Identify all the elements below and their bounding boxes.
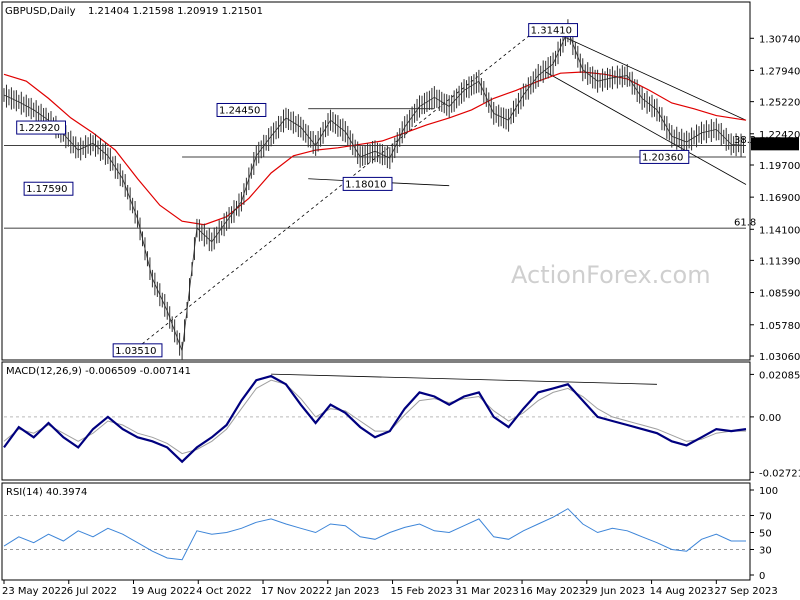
x-tick-label: 14 Aug 2023 xyxy=(650,586,714,597)
symbol-header: GBPUSD,Daily xyxy=(5,6,76,17)
price-annotation: 1.31410 xyxy=(531,26,572,37)
rsi-y-tick-label: 100 xyxy=(759,486,778,497)
rsi-panel: 100 70 50 30 0 xyxy=(3,486,778,582)
main-y-tick-label: 1.30740 xyxy=(759,34,800,45)
trend-line xyxy=(545,28,747,121)
x-tick-label: 27 Sep 2023 xyxy=(714,586,777,597)
trend-line xyxy=(545,71,747,185)
rsi-y-tick-label: 30 xyxy=(759,546,772,557)
ohlc-header: 1.21404 1.21598 1.20919 1.21501 xyxy=(88,6,263,17)
price-line xyxy=(3,29,747,352)
current-price-marker xyxy=(751,137,799,151)
price-annotation-box xyxy=(112,343,163,358)
current-price-label: 1.21501 xyxy=(754,139,795,150)
price-annotation-box xyxy=(16,120,66,135)
x-tick-label: 19 Aug 2022 xyxy=(132,586,196,597)
x-axis: 23 May 2022 6 Jul 2022 19 Aug 2022 4 Oct 20… xyxy=(2,580,778,597)
macd-y-tick-label: -0.027213 xyxy=(759,468,800,479)
x-tick-label: 17 Nov 2022 xyxy=(261,586,325,597)
main-y-tick-label: 1.11390 xyxy=(759,256,800,267)
price-annotation-box xyxy=(639,149,690,164)
macd-y-tick-label: 0.00 xyxy=(759,413,781,424)
macd-signal-line xyxy=(3,379,746,455)
macd-header: MACD(12,26,9) -0.006509 -0.007141 xyxy=(6,366,191,377)
fib-label: 38.2 xyxy=(734,135,756,146)
main-y-tick-label: 1.05780 xyxy=(759,321,800,332)
rsi-y-tick-label: 0 xyxy=(759,571,765,582)
main-y-tick-label: 1.03060 xyxy=(759,352,800,363)
macd-panel-frame xyxy=(1,361,751,481)
price-annotation-box xyxy=(216,102,267,117)
rsi-panel-frame xyxy=(1,482,751,581)
x-tick-label: 16 May 2023 xyxy=(520,586,585,597)
price-annotation-box xyxy=(23,181,74,196)
main-y-tick-label: 1.16900 xyxy=(759,193,800,204)
rsi-line xyxy=(3,508,746,561)
watermark: ActionForex.com xyxy=(511,261,711,289)
macd-panel: 0.020858 0.00 -0.027213 xyxy=(3,370,800,479)
x-tick-label: 6 Jul 2022 xyxy=(67,586,117,597)
price-annotation: 1.22920 xyxy=(19,123,60,134)
price-annotation: 1.03510 xyxy=(115,346,156,357)
fib-label: 61.8 xyxy=(734,217,756,228)
x-tick-label: 2 Jan 2023 xyxy=(326,586,380,597)
main-y-tick-label: 1.25220 xyxy=(759,98,800,109)
price-annotation-box xyxy=(342,176,393,191)
x-tick-label: 29 Jun 2023 xyxy=(585,586,645,597)
rsi-header: RSI(14) 40.3974 xyxy=(6,487,87,498)
main-y-tick-label: 1.22420 xyxy=(759,130,800,141)
main-y-tick-label: 1.27940 xyxy=(759,66,800,77)
main-panel: 1.30740 1.27940 1.25220 1.22420 1.19700 1.169… xyxy=(3,19,800,363)
x-tick-label: 15 Feb 2023 xyxy=(391,586,453,597)
price-annotation: 1.17590 xyxy=(26,184,67,195)
main-y-tick-label: 1.08590 xyxy=(759,289,800,300)
macd-divergence-line xyxy=(271,373,657,385)
x-tick-label: 31 Mar 2023 xyxy=(455,586,518,597)
rsi-y-tick-label: 50 xyxy=(759,529,772,540)
main-y-tick-label: 1.14100 xyxy=(759,225,800,236)
price-annotation: 1.20360 xyxy=(642,152,683,163)
price-annotation: 1.18010 xyxy=(345,179,386,190)
rsi-y-tick-label: 70 xyxy=(759,512,772,523)
price-annotation: 1.24450 xyxy=(219,105,260,116)
macd-y-tick-label: 0.020858 xyxy=(759,370,800,381)
x-tick-label: 23 May 2022 xyxy=(2,586,67,597)
price-annotation-box xyxy=(528,23,578,38)
main-y-tick-label: 1.19700 xyxy=(759,161,800,172)
x-tick-label: 4 Oct 2022 xyxy=(196,586,251,597)
macd-line xyxy=(3,374,747,464)
moving-average-line xyxy=(3,71,747,226)
